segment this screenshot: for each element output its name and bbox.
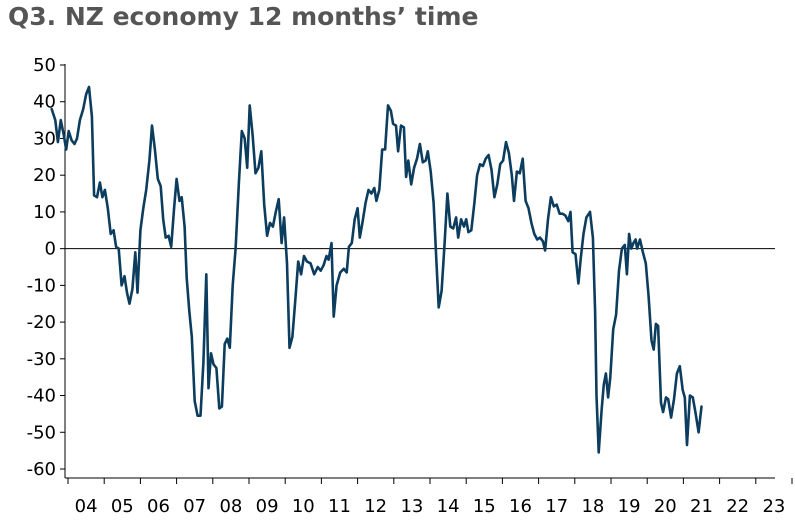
x-tick-label: 18 <box>581 496 604 517</box>
x-tick-label: 23 <box>762 496 785 517</box>
y-axis: 50 40 30 20 10 0 -10 -20 -30 -40 -50 -60 <box>27 55 66 480</box>
x-tick-label: 17 <box>545 496 568 517</box>
y-tick-label: 40 <box>33 92 56 113</box>
x-tick-label: 05 <box>111 496 134 517</box>
x-axis: 04 05 06 07 08 09 10 11 12 13 14 15 16 17 18 19 20 21 22 23 <box>65 477 793 517</box>
y-tick-label: 10 <box>33 202 56 223</box>
y-tick-label: 50 <box>33 55 56 76</box>
x-tick-label: 22 <box>726 496 749 517</box>
series-line <box>50 85 703 454</box>
x-tick-label: 04 <box>75 496 98 517</box>
x-tick-label: 21 <box>690 496 713 517</box>
y-tick-label: 20 <box>33 165 56 186</box>
y-tick-label: -20 <box>27 312 56 333</box>
x-tick-label: 08 <box>219 496 242 517</box>
y-tick-label: -40 <box>27 386 56 407</box>
y-tick-label: 30 <box>33 128 56 149</box>
x-tick-label: 14 <box>437 496 460 517</box>
x-tick-label: 20 <box>654 496 677 517</box>
y-tick-label: 0 <box>45 239 56 260</box>
x-tick-label: 19 <box>618 496 641 517</box>
y-tick-label: -50 <box>27 422 56 443</box>
x-tick-label: 16 <box>509 496 532 517</box>
y-tick-label: -30 <box>27 349 56 370</box>
x-tick-label: 06 <box>147 496 170 517</box>
x-tick-label: 10 <box>292 496 315 517</box>
y-tick-label: -60 <box>27 459 56 480</box>
x-tick-label: 11 <box>328 496 351 517</box>
chart-title: Q3. NZ economy 12 months’ time <box>8 2 479 31</box>
x-tick-label: 15 <box>473 496 496 517</box>
x-tick-label: 09 <box>256 496 279 517</box>
x-tick-label: 07 <box>183 496 206 517</box>
series-group <box>50 85 703 454</box>
x-tick-label: 13 <box>400 496 423 517</box>
y-tick-label: -10 <box>27 275 56 296</box>
x-tick-label: 12 <box>364 496 387 517</box>
